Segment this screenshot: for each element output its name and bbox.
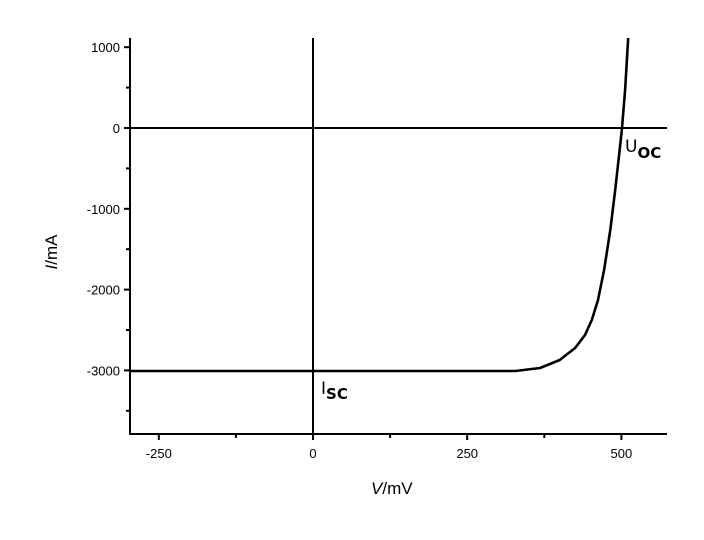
y-tick-label: -3000	[87, 363, 120, 378]
axes	[129, 38, 667, 435]
reference-lines	[130, 38, 667, 434]
iv-curve-line	[130, 37, 630, 373]
x-axis-title: V/mV	[371, 479, 413, 498]
x-tick-label: 500	[611, 446, 633, 461]
isc-label: ISC	[321, 379, 348, 403]
y-tick-label: -2000	[87, 283, 120, 298]
y-tick-label: 0	[113, 121, 120, 136]
uoc-label: UOC	[625, 137, 661, 162]
x-tick-label: -250	[146, 446, 172, 461]
tick-marks: 1000 0 -1000 -2000 -3000 -250 0 250 500	[87, 40, 633, 461]
x-tick-label: 250	[456, 446, 478, 461]
y-tick-label: 1000	[91, 40, 120, 55]
y-tick-label: -1000	[87, 202, 120, 217]
iv-curve-series	[130, 37, 630, 373]
x-tick-label: 0	[309, 446, 316, 461]
y-axis-title: I/mA	[42, 234, 61, 270]
